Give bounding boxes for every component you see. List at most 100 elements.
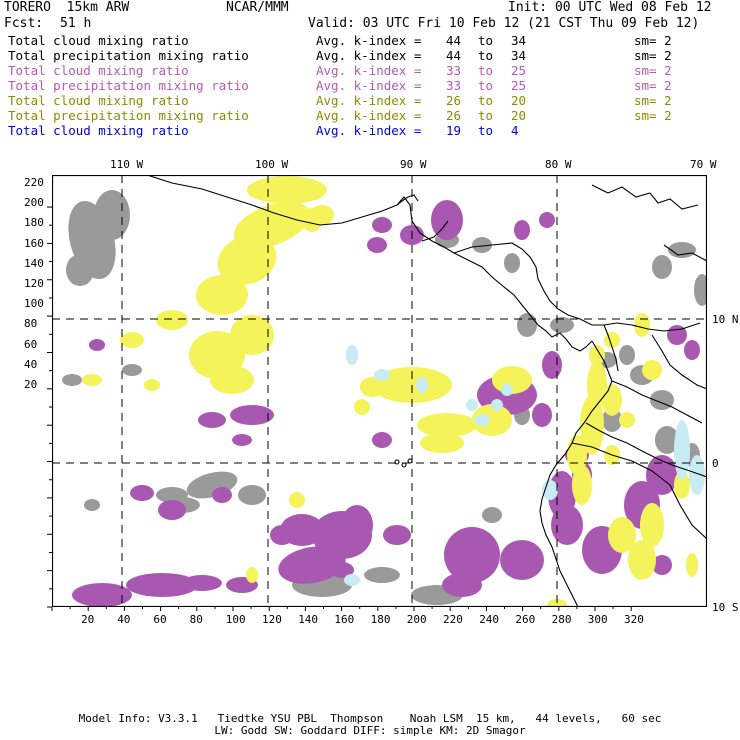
purple-cloud-patch [158, 500, 186, 520]
legend-from: 44 [446, 48, 462, 63]
purple-cloud-patch [372, 432, 392, 448]
y-tick-label: 220 [24, 176, 44, 189]
legend-row: Total precipitation mixing ratio Avg. k-i… [8, 48, 730, 63]
border-1 [611, 380, 703, 424]
purple-cloud-patch [539, 212, 555, 228]
x-tick-label: 220 [443, 613, 463, 626]
gray-cloud-patch [62, 374, 82, 386]
gray-cloud-patch [364, 567, 400, 583]
lightblue-cloud-patch [501, 384, 513, 396]
yellow-cloud-patch [82, 374, 102, 386]
yellow-cloud-patch [144, 379, 160, 391]
galapagos-1 [394, 459, 400, 465]
x-tick-label: 60 [153, 613, 167, 626]
x-tick-label: 180 [370, 613, 391, 626]
legend-sm: sm= 2 [634, 78, 672, 93]
gray-cloud-patch [122, 364, 142, 376]
legend-from: 44 [446, 33, 462, 48]
yellow-cloud-patch [247, 176, 327, 204]
legend-to: 20 [511, 93, 527, 108]
lightblue-cloud-patch [689, 455, 705, 495]
purple-cloud-patch [341, 505, 373, 545]
yellow-cloud-patch [589, 345, 605, 365]
legend-to: 25 [511, 78, 527, 93]
purple-cloud-patch [684, 340, 700, 360]
lat-label-10s: 10 S [712, 601, 739, 614]
y-tick-label: 140 [24, 256, 44, 270]
lon-label-110w: 110 W [110, 158, 144, 171]
yellow-cloud-patch [196, 275, 248, 315]
gray-cloud-patch [238, 485, 266, 505]
legend-row: Total cloud mixing ratio Avg. k-index = 19… [8, 123, 730, 138]
lon-label-90w: 90 W [400, 158, 427, 171]
yellow-cloud-patch [572, 465, 592, 505]
legend-row: Total cloud mixing ratio Avg. k-index = 26… [8, 93, 730, 108]
purple-cloud-patch [444, 527, 500, 583]
gray-cloud-patch [655, 426, 679, 454]
purple-cloud-patch [198, 412, 226, 428]
y-tick-label: 20 [24, 378, 38, 391]
yellow-cloud-patch [230, 315, 274, 355]
legend-sm: sm= 2 [634, 33, 672, 48]
model-title: TORERO 15km ARW [4, 0, 130, 15]
purple-cloud-patch [126, 573, 198, 597]
gray-cloud-patch [66, 254, 94, 286]
border-2 [585, 422, 707, 478]
forecast-label: Fcst: [4, 16, 44, 31]
x-tick-label: 100 [225, 613, 246, 626]
legend-to: 34 [511, 48, 527, 63]
border-7 [663, 244, 707, 262]
legend-to: 20 [511, 108, 527, 123]
legend-to-word: to [478, 123, 494, 138]
graticule [52, 175, 707, 607]
coastline-mexico [146, 175, 593, 352]
lightblue-cloud-patch [466, 399, 478, 411]
y-tick-label: 80 [24, 317, 38, 331]
x-tick-label: 300 [587, 613, 608, 626]
legend-sm: sm= 2 [634, 93, 672, 108]
legend-row: Total precipitation mixing ratio Avg. k-i… [8, 78, 730, 93]
coastline-caribbean [453, 242, 701, 332]
model-info-line2: LW: Godd SW: Goddard DIFF: simple KM: 2D… [214, 724, 526, 737]
legend-to-word: to [478, 63, 494, 78]
border-8 [421, 220, 449, 242]
fields-yellow [82, 176, 698, 607]
yellow-cloud-patch [156, 310, 188, 330]
gray-cloud-patch [84, 499, 100, 511]
purple-cloud-patch [89, 339, 105, 351]
purple-cloud-patch [514, 220, 530, 240]
y-tick-label: 60 [24, 337, 38, 351]
y-tick-label: 120 [24, 277, 44, 290]
lon-label-70w: 70 W [690, 158, 717, 171]
purple-cloud-patch [551, 505, 583, 545]
forecast-hour: 51 h [60, 16, 92, 31]
gray-cloud-patch [694, 274, 707, 306]
legend-to-word: to [478, 93, 494, 108]
fields-lightblue [344, 345, 705, 586]
yellow-cloud-patch [628, 540, 656, 580]
purple-cloud-patch [212, 487, 232, 503]
purple-cloud-patch [270, 525, 294, 545]
x-tick-label: 320 [624, 613, 644, 626]
legend-to-word: to [478, 48, 494, 63]
legend-k-label: Avg. k-index = [316, 93, 422, 108]
legend-from: 26 [446, 93, 462, 108]
legend-k-label: Avg. k-index = [316, 108, 422, 123]
purple-cloud-patch [372, 217, 392, 233]
x-tick-label: 280 [551, 613, 572, 626]
x-tick-label: 140 [298, 613, 319, 626]
yellow-cloud-patch [289, 492, 305, 508]
gray-cloud-patch [504, 253, 520, 273]
gray-cloud-patch [602, 408, 622, 432]
map-panel [52, 175, 707, 607]
purple-cloud-patch [230, 405, 274, 425]
yellow-cloud-patch [354, 399, 370, 415]
purple-cloud-patch [232, 434, 252, 446]
lightblue-cloud-patch [491, 399, 503, 411]
legend-name: Total precipitation mixing ratio [8, 48, 249, 63]
purple-cloud-patch [72, 583, 132, 607]
purple-cloud-patch [431, 200, 463, 240]
legend-to-word: to [478, 108, 494, 123]
x-tick-label: 240 [479, 613, 500, 626]
